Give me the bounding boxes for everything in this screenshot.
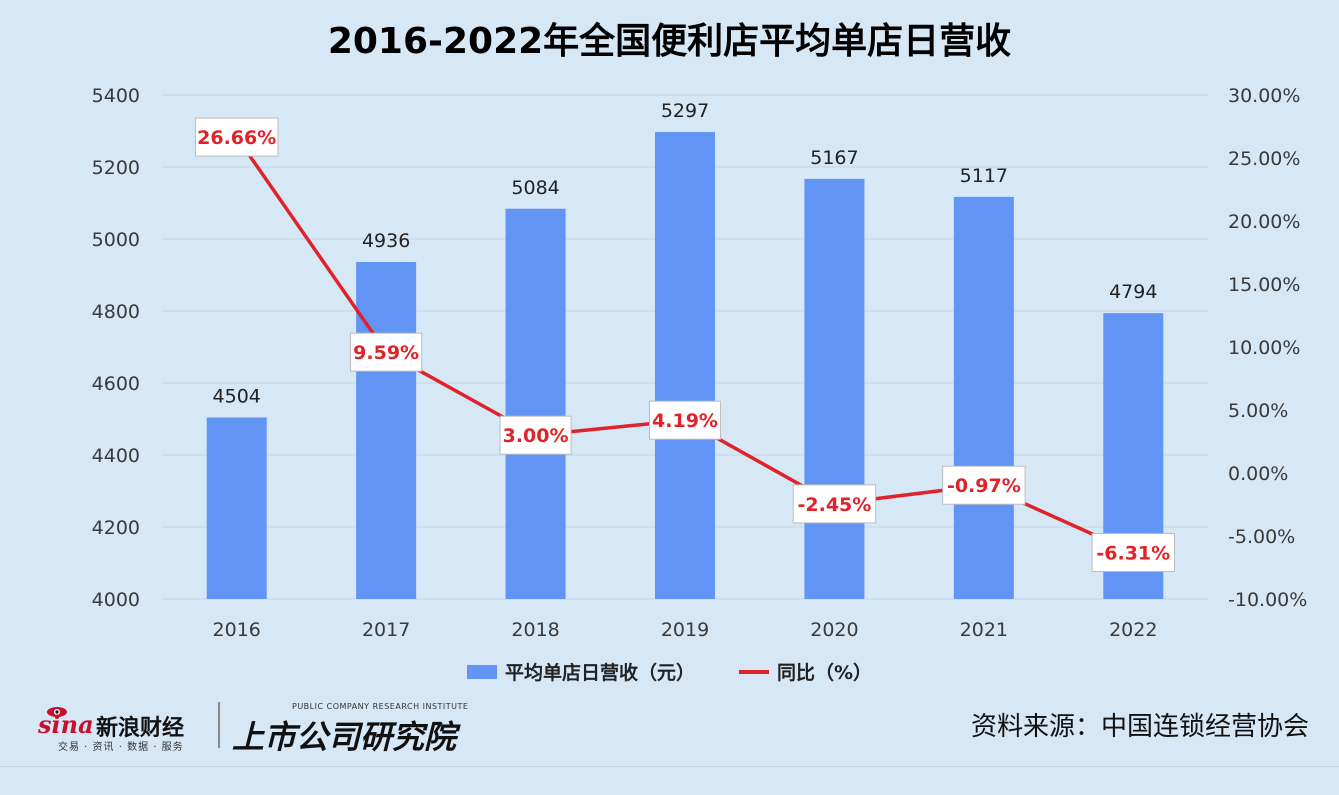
institute-en-name: PUBLIC COMPANY RESEARCH INSTITUTE [292, 702, 469, 711]
line-data-label: -2.45% [798, 494, 872, 516]
bar [206, 417, 267, 599]
bar-data-label: 4794 [1109, 281, 1157, 303]
line-data-label-box [1091, 533, 1175, 573]
line-data-label: 3.00% [503, 425, 569, 447]
bar-data-label: 5117 [960, 165, 1008, 187]
logo-divider [218, 702, 220, 748]
bar-data-label: 5167 [810, 147, 858, 169]
chart-area: 4000 4200 4400 4600 4800 5000 5200 5400 -10.00% -… [92, 85, 1308, 641]
sina-finance-logo: sina 新浪财经 交易 · 资讯 · 数据 · 服务 [38, 702, 208, 754]
legend-bar-swatch [466, 664, 497, 679]
x-axis-tick-label: 2020 [810, 619, 858, 641]
right-axis-tick-label: 0.00% [1228, 463, 1288, 485]
line-data-label-box [942, 465, 1026, 505]
legend-item-bar: 平均单店日营收（元） [466, 658, 695, 685]
line-data-label-box [195, 117, 279, 157]
right-axis-tick-label: 20.00% [1228, 211, 1300, 233]
sina-cn-name: 新浪财经 [96, 715, 185, 741]
right-axis-tick-label: -5.00% [1228, 526, 1295, 548]
bar-data-label: 5297 [661, 100, 709, 122]
institute-cn-name: 上市公司研究院 [232, 718, 457, 756]
left-axis-tick-label: 4400 [92, 445, 140, 467]
legend-line-swatch [738, 669, 769, 674]
left-axis-tick-label: 4200 [92, 517, 140, 539]
bar-data-label: 4936 [362, 230, 410, 252]
line-data-label: -6.31% [1096, 543, 1170, 565]
line-data-label: 9.59% [353, 342, 419, 364]
chart-title: 2016-2022年全国便利店平均单店日营收 [327, 21, 1012, 62]
line-data-label-box [649, 400, 721, 440]
legend-bar-label: 平均单店日营收（元） [504, 662, 695, 684]
line-data-label-box [792, 484, 877, 524]
left-axis-tick-label: 4000 [92, 589, 140, 611]
sina-tagline: 交易 · 资讯 · 数据 · 服务 [58, 742, 184, 753]
legend-line-label: 同比（%） [776, 662, 873, 684]
x-axis-tick-label: 2021 [960, 619, 1008, 641]
right-axis-tick-label: -10.00% [1228, 589, 1307, 611]
legend-item-line: 同比（%） [738, 658, 873, 685]
left-axis-tick-label: 5200 [92, 157, 140, 179]
line-data-label: 26.66% [197, 127, 276, 149]
legend: 平均单店日营收（元） 同比（%） [0, 658, 1339, 685]
institute-logo: PUBLIC COMPANY RESEARCH INSTITUTE 上市公司研究… [232, 702, 472, 756]
bar [655, 132, 715, 599]
bottom-strip [0, 766, 1339, 795]
sina-wordmark: sina [38, 710, 94, 739]
right-axis-tick-label: 25.00% [1228, 148, 1300, 170]
right-axis-tick-label: 30.00% [1228, 85, 1300, 107]
bar [953, 196, 1014, 599]
line-data-label: -0.97% [947, 475, 1021, 497]
line-data-label-box [350, 332, 423, 372]
source-note: 资料来源：中国连锁经营协会 [970, 712, 1309, 742]
x-axis-tick-label: 2019 [661, 619, 709, 641]
x-axis-tick-label: 2018 [511, 619, 559, 641]
right-axis-tick-label: 5.00% [1228, 400, 1288, 422]
left-axis-tick-label: 4600 [92, 373, 140, 395]
line-data-label: 4.19% [652, 410, 718, 432]
x-axis-tick-label: 2016 [213, 619, 261, 641]
bar-data-label: 5084 [511, 177, 559, 199]
left-axis-tick-label: 4800 [92, 301, 140, 323]
right-axis-tick-label: 10.00% [1228, 337, 1300, 359]
bar [356, 262, 417, 599]
x-axis-tick-label: 2022 [1109, 619, 1157, 641]
bar [505, 208, 566, 599]
sina-eye-icon [46, 702, 68, 717]
bar [804, 178, 865, 599]
x-axis-tick-label: 2017 [362, 619, 410, 641]
bar-data-label: 4504 [213, 386, 261, 408]
line-data-label-box [499, 415, 572, 455]
left-axis-tick-label: 5000 [92, 229, 140, 251]
left-axis-tick-label: 5400 [92, 85, 140, 107]
right-axis-tick-label: 15.00% [1228, 274, 1300, 296]
footer: sina 新浪财经 交易 · 资讯 · 数据 · 服务 PUBLIC COMPA… [0, 688, 1339, 766]
